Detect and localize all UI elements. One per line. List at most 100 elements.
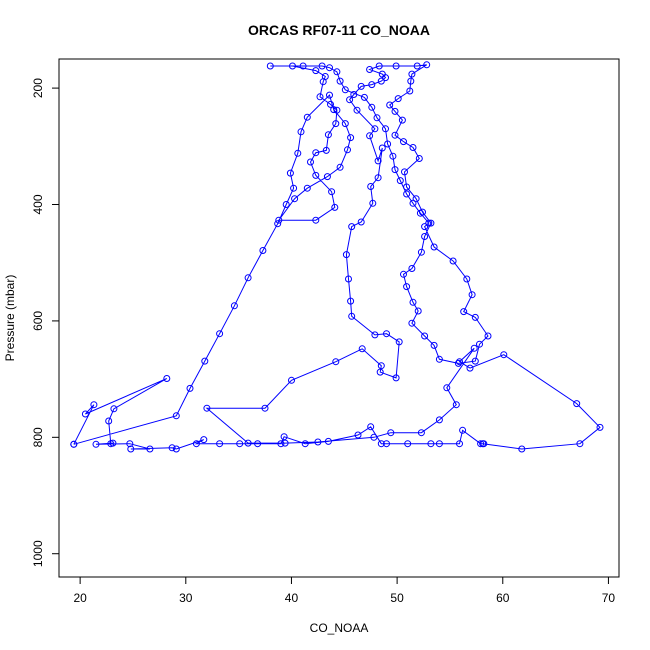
data-point <box>518 445 526 453</box>
data-point <box>456 358 463 366</box>
data-point <box>341 86 349 94</box>
plot-frame <box>58 58 620 578</box>
data-point <box>400 270 407 278</box>
data-point <box>347 297 355 305</box>
data-point <box>409 144 417 151</box>
data-point <box>435 416 443 424</box>
data-point <box>347 134 355 142</box>
data-point <box>391 166 399 174</box>
data-point <box>407 77 415 85</box>
data-point <box>427 219 435 227</box>
data-point <box>81 410 89 418</box>
data-point <box>383 330 390 338</box>
data-point <box>395 338 403 346</box>
data-point <box>172 445 180 453</box>
series-points <box>70 61 604 453</box>
data-point <box>414 307 422 315</box>
data-point <box>386 101 394 109</box>
data-point <box>435 355 443 363</box>
data-point <box>307 158 314 166</box>
data-point <box>244 274 252 282</box>
x-tick-label: 20 <box>73 591 87 605</box>
data-point <box>396 177 404 185</box>
data-point <box>470 344 478 352</box>
data-point <box>109 439 117 447</box>
data-point <box>354 431 362 439</box>
data-point <box>303 184 311 192</box>
data-point <box>408 265 416 272</box>
data-point <box>394 95 402 103</box>
data-point <box>471 357 479 365</box>
data-point <box>216 440 224 448</box>
data-point <box>345 275 352 283</box>
data-point <box>333 68 341 76</box>
data-point <box>421 233 429 240</box>
y-tick-label: 400 <box>31 194 45 214</box>
data-point <box>200 436 208 444</box>
data-point <box>230 302 238 310</box>
y-axis: 200 400 600 800 1000 <box>31 78 60 567</box>
data-point <box>378 144 386 152</box>
data-point <box>163 375 171 382</box>
data-point <box>319 78 327 86</box>
data-point <box>416 209 424 217</box>
data-point <box>376 368 384 376</box>
data-point <box>291 195 299 203</box>
data-point <box>369 199 377 207</box>
data-point <box>332 120 340 128</box>
data-point <box>377 77 385 85</box>
data-point <box>186 384 194 392</box>
data-point <box>421 223 429 231</box>
data-point <box>168 444 176 452</box>
data-point <box>312 149 320 157</box>
data-point <box>332 358 340 366</box>
data-point <box>327 100 334 108</box>
data-point <box>421 332 429 340</box>
data-point <box>254 440 262 448</box>
data-point <box>266 62 274 70</box>
data-point <box>460 308 468 316</box>
data-point <box>378 70 386 78</box>
data-point <box>403 283 411 291</box>
data-point <box>290 184 298 192</box>
data-point <box>367 423 375 431</box>
data-point <box>375 62 383 70</box>
data-point <box>368 81 376 89</box>
data-point <box>406 87 414 95</box>
data-point <box>409 298 417 306</box>
data-point <box>288 376 295 384</box>
data-point <box>417 429 425 437</box>
data-point <box>281 439 289 447</box>
data-point <box>110 405 118 413</box>
data-point <box>314 438 322 446</box>
data-point <box>466 364 474 372</box>
data-point <box>353 106 361 114</box>
data-point <box>323 173 331 181</box>
series-line <box>73 64 601 450</box>
data-point <box>357 218 365 226</box>
data-point <box>259 247 267 254</box>
data-point <box>408 70 416 78</box>
data-point <box>105 417 113 425</box>
data-point <box>408 319 416 327</box>
data-point <box>172 412 180 420</box>
data-point <box>330 106 338 114</box>
data-point <box>280 433 288 441</box>
y-tick-label: 600 <box>31 311 45 331</box>
data-point <box>382 125 389 133</box>
data-point <box>328 188 336 196</box>
data-point <box>401 168 408 176</box>
data-point <box>435 440 443 448</box>
data-point <box>423 61 431 69</box>
data-point <box>294 149 302 157</box>
data-point <box>344 146 351 154</box>
data-point <box>391 107 399 115</box>
data-point <box>468 291 476 299</box>
data-point <box>216 330 224 338</box>
data-point <box>596 423 604 431</box>
data-point <box>342 251 350 259</box>
data-point <box>336 163 344 171</box>
data-point <box>350 91 358 98</box>
data-point <box>413 62 421 70</box>
plot-area <box>70 61 604 453</box>
